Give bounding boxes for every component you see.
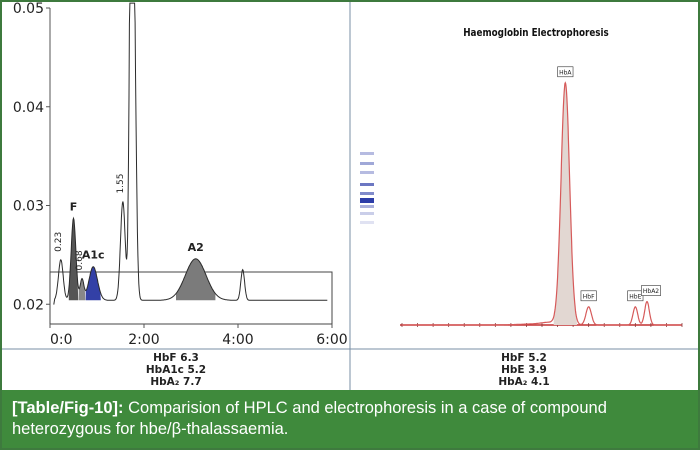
figure-label: [Table/Fig-10]: xyxy=(12,399,124,417)
hplc-table-row-1: HbA1c 5.2 xyxy=(146,364,206,376)
hplc-y-tick-label-1: 0.03 xyxy=(13,199,44,215)
hplc-y-tick-label-2: 0.04 xyxy=(13,100,44,116)
ep-table-row-2: HbA₂ 4.1 xyxy=(498,376,549,388)
hplc-peak-fill-a2 xyxy=(176,258,216,301)
hplc-x-ticks: 0:0 2:00 4:00 6:00 xyxy=(49,324,348,348)
electrophoresis-peak-fill xyxy=(553,82,577,325)
electrophoresis-trace xyxy=(402,81,682,326)
hplc-chart: 0.020.030.040.05 0:0 2:00 4:00 6:00 0.23F0.… xyxy=(13,2,348,388)
figure-panels: 0.020.030.040.05 0:0 2:00 4:00 6:00 0.23F0.… xyxy=(2,2,698,390)
hplc-x-tick-label-0: 0:0 xyxy=(50,332,73,348)
ep-peak-label-box-1 xyxy=(580,290,597,302)
ep-gel-band-0 xyxy=(360,152,374,155)
ep-table-row-0: HbF 5.2 xyxy=(501,352,547,364)
hplc-table-row-0: HbF 6.3 xyxy=(153,352,199,364)
hplc-peak-fills xyxy=(68,218,216,301)
hplc-peak-label-3: A1c xyxy=(82,249,105,262)
hplc-peak-label-5: A2 xyxy=(188,241,204,254)
hplc-x-tick-label-3: 6:00 xyxy=(316,332,347,348)
hplc-peak-label-2: 0.68 xyxy=(75,250,85,270)
hplc-peak-fill-f xyxy=(68,218,79,301)
ep-gel-band-2 xyxy=(360,171,374,174)
ep-table-row-1: HbE 3.9 xyxy=(501,364,547,376)
hplc-y-tick-label-3: 0.05 xyxy=(13,2,44,17)
ep-gel-band-5 xyxy=(360,198,374,203)
ep-peak-label-box-3 xyxy=(641,285,661,296)
figure-caption: [Table/Fig-10]: Comparision of HPLC and … xyxy=(2,390,698,448)
electrophoresis-gel-lane xyxy=(360,152,374,224)
hplc-peak-fill-a1c xyxy=(85,266,101,301)
ep-gel-band-4 xyxy=(360,192,374,195)
ep-gel-band-3 xyxy=(360,183,374,186)
hplc-table-row-2: HbA₂ 7.7 xyxy=(150,376,201,388)
ep-peak-label-1: HbF xyxy=(583,293,595,300)
ep-gel-band-7 xyxy=(360,212,374,215)
ep-peak-label-3: HbA2 xyxy=(643,288,659,295)
figure-caption-text: Comparision of HPLC and electrophoresis … xyxy=(12,399,607,438)
hplc-trace xyxy=(53,2,328,305)
hplc-peak-label-4: 1.55 xyxy=(116,173,126,193)
ep-peak-label-box-0 xyxy=(557,66,574,78)
hplc-x-tick-label-1: 2:00 xyxy=(128,332,159,348)
ep-peak-label-0: HbA xyxy=(559,69,572,76)
hplc-peak-fill-0-68 xyxy=(78,278,86,301)
ep-gel-band-8 xyxy=(360,221,374,224)
ep-peak-label-2: HbE xyxy=(629,293,641,300)
electrophoresis-title: Haemoglobin Electrophoresis xyxy=(463,27,609,39)
hplc-y-tick-label-0: 0.02 xyxy=(13,297,44,313)
ep-gel-band-1 xyxy=(360,162,374,165)
ep-gel-band-6 xyxy=(360,205,374,208)
hplc-y-ticks: 0.02 0.03 0.04 0.05 xyxy=(13,2,50,313)
hplc-peak-label-0: 0.23 xyxy=(54,232,64,252)
hplc-x-tick-label-2: 4:00 xyxy=(222,332,253,348)
hplc-peak-label-1: F xyxy=(70,200,78,213)
